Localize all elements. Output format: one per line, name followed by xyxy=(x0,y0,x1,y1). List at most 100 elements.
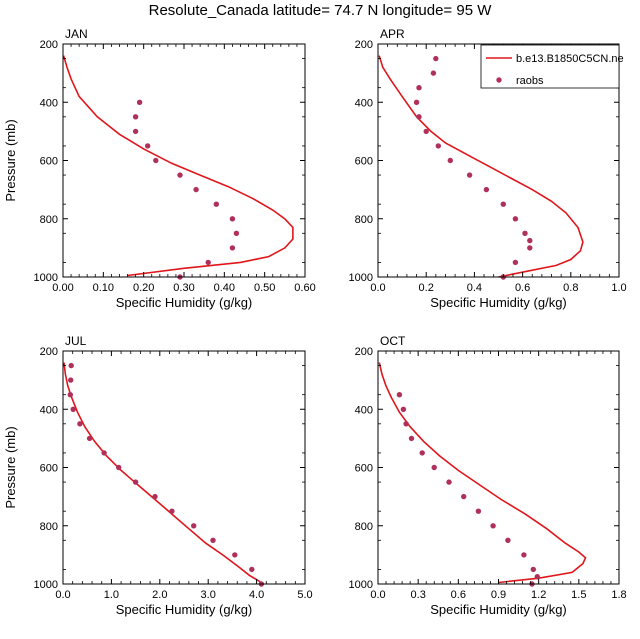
y-tick-label: 600 xyxy=(40,156,58,168)
panel-jul: 0.0 1.0 2.0 3.0 4.0 5.0 200 400 600 800 1000 JUL Spe… xyxy=(3,334,313,617)
raobs-point xyxy=(116,464,122,471)
raobs-point xyxy=(213,201,219,207)
y-tick-label: 400 xyxy=(40,97,58,109)
raobs-point xyxy=(193,186,199,193)
raobs-point xyxy=(229,216,236,222)
legend-dot-swatch xyxy=(496,77,502,83)
legend-model-label: b.e13.B1850C5CN.ne xyxy=(516,53,624,65)
raobs-point xyxy=(416,114,422,120)
raobs-point xyxy=(534,574,540,580)
raobs-point xyxy=(77,421,83,427)
x-axis-label: Specific Humidity (g/kg) xyxy=(430,602,567,617)
model-line xyxy=(63,362,263,585)
y-tick-label: 800 xyxy=(355,521,373,533)
x-tick-label: 0.0 xyxy=(55,589,70,601)
legend: b.e13.B1850C5CN.ne raobs xyxy=(480,44,624,89)
y-tick-label: 600 xyxy=(355,156,373,168)
panel-title: JUL xyxy=(65,334,87,348)
raobs-point xyxy=(67,392,74,398)
raobs-point xyxy=(505,537,511,543)
raobs-point xyxy=(152,493,158,500)
x-tick-label: 1.5 xyxy=(571,589,586,601)
y-tick-label: 200 xyxy=(355,39,373,51)
raobs-point xyxy=(68,362,74,369)
x-tick-label: 5.0 xyxy=(297,589,312,601)
raobs-point xyxy=(177,172,183,178)
y-tick-label: 1000 xyxy=(349,272,373,284)
raobs-point xyxy=(530,566,536,573)
y-tick-label: 200 xyxy=(40,39,58,51)
raobs-point xyxy=(68,377,74,383)
x-tick-label: 1.2 xyxy=(531,589,546,601)
x-tick-label: 4.0 xyxy=(249,589,264,601)
raobs-point xyxy=(419,450,425,456)
panel-jan: 0.00 0.10 0.20 0.30 0.40 0.50 0.60 200 400 600 800… xyxy=(3,27,316,310)
y-tick-label: 1000 xyxy=(34,272,58,284)
x-tick-label: 0.9 xyxy=(491,589,506,601)
x-tick-label: 1.8 xyxy=(611,589,626,601)
raobs-point xyxy=(522,230,528,236)
raobs-point xyxy=(423,128,429,135)
y-tick-label: 400 xyxy=(40,404,58,416)
plot-frame xyxy=(62,350,306,585)
raobs-point xyxy=(527,237,533,244)
raobs-point xyxy=(500,201,506,207)
raobs-point xyxy=(461,493,467,500)
raobs-point xyxy=(145,143,151,149)
raobs-point xyxy=(101,450,107,456)
y-tick-label: 600 xyxy=(355,463,373,475)
x-tick-label: 0.0 xyxy=(370,589,385,601)
legend-obs-label: raobs xyxy=(516,75,544,87)
raobs-point xyxy=(232,552,238,558)
y-tick-label: 800 xyxy=(40,521,58,533)
x-tick-label: 0.6 xyxy=(515,282,530,294)
panel-title: JAN xyxy=(65,27,88,41)
raobs-point xyxy=(446,479,452,485)
raobs-point xyxy=(70,406,76,412)
raobs-point xyxy=(403,421,409,427)
y-tick-label: 800 xyxy=(355,214,373,226)
raobs-point xyxy=(396,392,403,398)
x-tick-label: 0.2 xyxy=(419,282,434,294)
x-axis-label: Specific Humidity (g/kg) xyxy=(116,602,253,617)
y-tick-label: 400 xyxy=(355,404,373,416)
raobs-point xyxy=(132,114,139,120)
y-tick-label: 200 xyxy=(355,346,373,358)
x-tick-label: 0.6 xyxy=(451,589,466,601)
model-line xyxy=(62,55,294,277)
x-tick-label: 0.4 xyxy=(467,282,482,294)
panel-apr: 0.0 0.2 0.4 0.6 0.8 1.0 200 400 600 800 1000 APR Spe… xyxy=(349,27,627,310)
panel-title: APR xyxy=(380,27,405,41)
raobs-point xyxy=(205,259,211,266)
plot-frame xyxy=(62,43,306,278)
x-tick-label: 2.0 xyxy=(152,589,167,601)
x-tick-label: 1.0 xyxy=(611,282,626,294)
panel-title: OCT xyxy=(380,334,406,348)
y-tick-label: 800 xyxy=(40,214,58,226)
y-tick-label: 1000 xyxy=(34,579,58,591)
raobs-point xyxy=(400,406,407,412)
x-tick-label: 0.0 xyxy=(370,282,385,294)
y-axis-label: Pressure (mb) xyxy=(3,119,18,201)
raobs-point xyxy=(435,143,441,149)
x-axis-label: Specific Humidity (g/kg) xyxy=(430,295,567,310)
x-tick-label: 3.0 xyxy=(201,589,216,601)
raobs-point xyxy=(475,508,482,514)
x-tick-label: 0.00 xyxy=(52,282,73,294)
x-tick-label: 1.0 xyxy=(104,589,119,601)
y-tick-label: 1000 xyxy=(349,579,373,591)
raobs-point xyxy=(430,70,437,76)
raobs-point xyxy=(169,508,175,514)
raobs-point xyxy=(512,259,519,266)
y-tick-label: 400 xyxy=(355,97,373,109)
raobs-point xyxy=(408,435,415,442)
raobs-point xyxy=(191,523,197,529)
raobs-point xyxy=(447,157,453,164)
legend-box xyxy=(480,44,620,89)
x-tick-label: 0.20 xyxy=(133,282,154,294)
plot-frame xyxy=(377,350,620,585)
raobs-point xyxy=(527,245,533,251)
x-tick-label: 0.8 xyxy=(563,282,578,294)
raobs-point xyxy=(210,537,216,543)
raobs-point xyxy=(431,464,437,471)
